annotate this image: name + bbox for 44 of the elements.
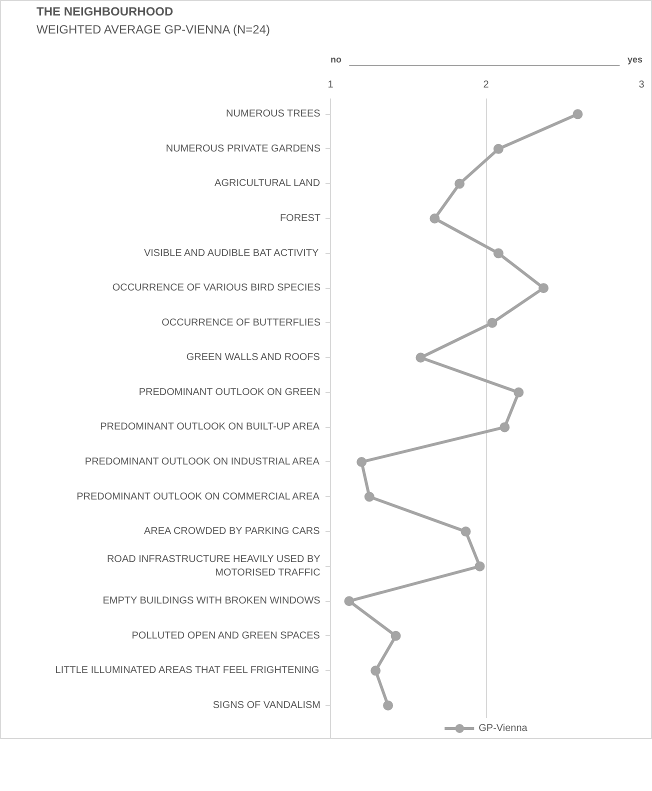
text: WEIGHTED AVERAGE GP-VIENNA (N=24) [36,22,270,36]
point [493,248,504,258]
x-tick-label: 3 [638,80,645,90]
y-tick-label: OCCURRENCE OF VARIOUS BIRD SPECIES [112,282,321,294]
y-tick-label: GREEN WALLS AND ROOFS [186,352,320,364]
x-tick-label: 2 [483,80,490,90]
point [416,352,426,363]
y-tick-label: FOREST [280,213,321,224]
point [370,666,381,676]
point [364,492,374,502]
point [493,144,504,154]
y-tick-label: AREA CROWDED BY PARKING CARS [144,526,320,538]
y-tick-label: VISIBLE AND AUDIBLE BAT ACTIVITY [144,248,319,259]
point [500,422,510,432]
y-tick-label: NUMEROUS PRIVATE GARDENS [166,143,321,154]
text: yes [628,54,643,64]
y-tick-label: EMPTY BUILDINGS WITH BROKEN WINDOWS [102,596,321,607]
y-tick-label: PREDOMINANT OUTLOOK ON GREEN [138,386,320,398]
point [356,456,367,467]
point [454,178,465,189]
point [383,700,394,710]
y-tick-label: SIGNS OF VANDALISM [212,700,321,711]
y-tick-label: AGRICULTURAL LAND [214,178,320,190]
y-tick-label: PREDOMINANT OUTLOOK ON COMMERCIAL AREA [76,491,320,502]
point [487,318,498,328]
y-tick-label: OCCURRENCE OF BUTTERFLIES [162,317,321,328]
legend-label: GP-Vienna [478,722,528,734]
point [474,561,485,572]
point [460,526,471,537]
point [344,596,354,606]
y-tick-label: PREDOMINANT OUTLOOK ON BUILT-UP AREA [100,422,320,433]
point [572,109,583,120]
text: no [330,54,342,64]
y-tick-label: NUMEROUS TREES [226,108,321,120]
point [514,387,524,398]
point [430,214,440,224]
point [538,283,549,294]
y-tick-label: PREDOMINANT OUTLOOK ON INDUSTRIAL AREA [84,456,320,468]
y-tick-label: POLLUTED OPEN AND GREEN SPACES [132,630,320,642]
x-tick-label: 1 [328,80,334,90]
y-tick-label: ROAD INFRASTRUCTURE HEAVILY USED BY MOTORISED TRAFFIC [106,554,321,578]
text: THE NEIGHBOURHOOD [36,4,174,18]
y-tick-label: LITTLE ILLUMINATED AREAS THAT FEEL FRIGHTENING [55,665,320,676]
point [390,630,401,641]
